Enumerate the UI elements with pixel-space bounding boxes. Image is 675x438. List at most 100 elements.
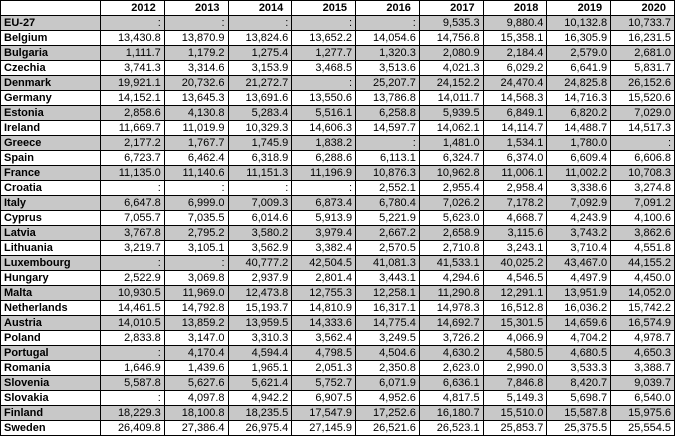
value-cell: 2,955.4 (418, 180, 484, 196)
value-cell: 14,461.5 (100, 300, 165, 316)
table-row: Cyprus 7,055.7 7,035.5 6,014.6 5,913.9 5,221.… (0, 210, 675, 226)
value-cell: 4,243.9 (546, 210, 612, 226)
value-cell: 6,462.4 (163, 150, 229, 166)
value-cell: 1,745.9 (227, 135, 293, 151)
value-cell: 4,680.5 (546, 345, 612, 361)
value-cell: 15,193.7 (227, 300, 293, 316)
value-cell: : (291, 75, 357, 91)
value-cell: 4,942.2 (227, 390, 293, 406)
value-cell: 5,283.4 (227, 105, 293, 121)
value-cell: 3,382.4 (291, 240, 357, 256)
value-cell: 3,069.8 (163, 270, 229, 286)
value-cell: : (100, 255, 165, 271)
value-cell: 1,320.3 (355, 45, 420, 61)
value-cell: 11,002.2 (546, 165, 612, 181)
value-cell: 26,975.4 (227, 420, 293, 436)
value-cell: 25,554.5 (610, 420, 675, 436)
value-cell: 11,290.8 (418, 285, 484, 301)
value-cell: 14,517.3 (610, 120, 675, 136)
year-header: 2016 (355, 0, 420, 16)
value-cell: 3,249.5 (355, 330, 420, 346)
value-cell: 4,650.3 (610, 345, 675, 361)
table-row: Poland 2,833.8 3,147.0 3,310.3 3,562.4 3,249.… (0, 330, 675, 346)
table-row: Germany 14,152.1 13,645.3 13,691.6 13,550.6 1… (0, 90, 675, 106)
value-cell: 14,775.4 (355, 315, 420, 331)
value-cell: 7,055.7 (100, 210, 165, 226)
value-cell: 14,792.8 (163, 300, 229, 316)
value-cell: : (610, 135, 675, 151)
value-cell: 15,975.6 (610, 405, 675, 421)
value-cell: 18,229.3 (100, 405, 165, 421)
value-cell: 6,609.4 (546, 150, 612, 166)
value-cell: 4,630.2 (418, 345, 484, 361)
value-cell: : (163, 180, 229, 196)
value-cell: 4,546.5 (482, 270, 548, 286)
table-row: Belgium 13,430.8 13,870.9 13,824.6 13,652.2 1… (0, 30, 675, 46)
value-cell: 43,467.0 (546, 255, 612, 271)
value-cell: 13,550.6 (291, 90, 357, 106)
value-cell: 1,767.7 (163, 135, 229, 151)
country-cell: Germany (0, 90, 101, 106)
value-cell: 15,742.2 (610, 300, 675, 316)
value-cell: 4,817.5 (418, 390, 484, 406)
value-cell: 5,221.9 (355, 210, 420, 226)
value-cell: 6,999.0 (163, 195, 229, 211)
value-cell: 5,913.9 (291, 210, 357, 226)
table-row: Luxembourg::40,777.2 42,504.5 41,081.3 41,5… (0, 255, 675, 271)
value-cell: 4,594.4 (227, 345, 293, 361)
value-cell: 1,965.1 (227, 360, 293, 376)
value-cell: 27,386.4 (163, 420, 229, 436)
value-cell: 5,831.7 (610, 60, 675, 76)
country-cell: Poland (0, 330, 101, 346)
table-row: Hungary 2,522.9 3,069.8 2,937.9 2,801.4 3,443… (0, 270, 675, 286)
value-cell: 3,219.7 (100, 240, 165, 256)
value-cell: 13,691.6 (227, 90, 293, 106)
value-cell: 14,568.3 (482, 90, 548, 106)
value-cell: 3,513.6 (355, 60, 420, 76)
country-cell: France (0, 165, 101, 181)
country-cell: Estonia (0, 105, 101, 121)
value-cell: 6,849.1 (482, 105, 548, 121)
value-cell: 1,838.2 (291, 135, 357, 151)
year-header: 2019 (546, 0, 612, 16)
value-cell: : (100, 345, 165, 361)
value-cell: 6,540.0 (610, 390, 675, 406)
value-cell: 14,011.7 (418, 90, 484, 106)
country-cell: Malta (0, 285, 101, 301)
value-cell: 3,243.1 (482, 240, 548, 256)
value-cell: 25,375.5 (546, 420, 612, 436)
year-header: 2014 (227, 0, 293, 16)
value-cell: 16,317.1 (355, 300, 420, 316)
value-cell: 10,708.3 (610, 165, 675, 181)
table-row: Greece 2,177.2 1,767.7 1,745.9 1,838.2:1,481… (0, 135, 675, 151)
value-cell: 3,580.2 (227, 225, 293, 241)
value-cell: 14,810.9 (291, 300, 357, 316)
value-cell: 1,275.4 (227, 45, 293, 61)
value-cell: 10,876.3 (355, 165, 420, 181)
value-cell: 5,149.3 (482, 390, 548, 406)
value-cell: 3,562.4 (291, 330, 357, 346)
table-row: Slovenia 5,587.8 5,627.6 5,621.4 5,752.7 6,07… (0, 375, 675, 391)
value-cell: 7,029.0 (610, 105, 675, 121)
value-cell: 14,152.1 (100, 90, 165, 106)
value-cell: 11,140.6 (163, 165, 229, 181)
value-cell: 42,504.5 (291, 255, 357, 271)
value-cell: 3,338.6 (546, 180, 612, 196)
value-cell: 13,645.3 (163, 90, 229, 106)
table-row: Croatia::::2,552.1 2,955.4 2,958.4 3,338.6 3… (0, 180, 675, 196)
value-cell: 11,135.0 (100, 165, 165, 181)
value-cell: 12,258.1 (355, 285, 420, 301)
table-row: France 11,135.0 11,140.6 11,151.3 11,196.9 10… (0, 165, 675, 181)
value-cell: 2,552.1 (355, 180, 420, 196)
value-cell: 11,196.9 (291, 165, 357, 181)
value-cell: 3,533.3 (546, 360, 612, 376)
table-row: Denmark 19,921.1 20,732.6 21,272.7:25,207.7… (0, 75, 675, 91)
table-row: Italy 6,647.8 6,999.0 7,009.3 6,873.4 6,780.4… (0, 195, 675, 211)
value-cell: 14,054.6 (355, 30, 420, 46)
value-cell: 2,990.0 (482, 360, 548, 376)
table-row: Sweden 26,409.8 27,386.4 26,975.4 27,145.9 26… (0, 420, 675, 436)
value-cell: 2,681.0 (610, 45, 675, 61)
value-cell: 4,952.6 (355, 390, 420, 406)
value-cell: 13,951.9 (546, 285, 612, 301)
